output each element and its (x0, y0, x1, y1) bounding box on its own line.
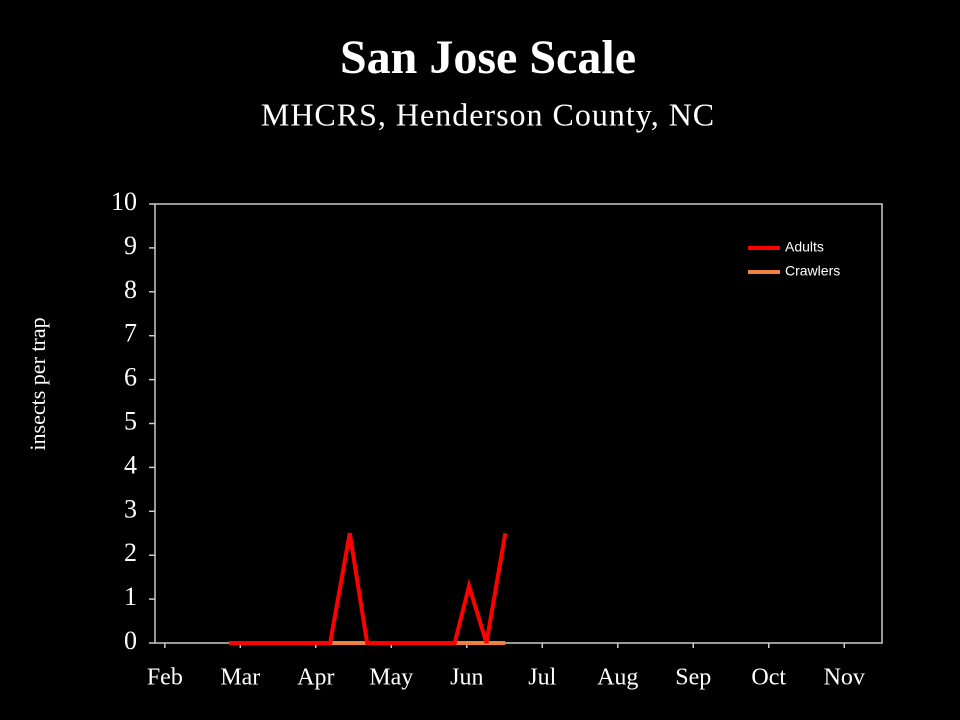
y-axis-label: insects per trap (25, 317, 50, 450)
data-line (228, 532, 508, 645)
x-tick-label: Nov (824, 665, 865, 691)
x-tick-label: Jun (450, 665, 483, 691)
y-tick-label: 4 (124, 450, 137, 479)
y-tick-label: 0 (124, 626, 137, 655)
x-tick-label: Aug (597, 665, 638, 691)
x-tick-label: Mar (220, 665, 260, 691)
y-tick-label: 3 (124, 494, 137, 523)
y-tick-label: 6 (124, 363, 137, 392)
chart-subtitle: MHCRS, Henderson County, NC (261, 96, 715, 132)
y-tick-label: 7 (124, 319, 137, 348)
legend-label: Crawlers (785, 263, 840, 279)
y-tick-label: 5 (124, 406, 137, 435)
y-tick-label: 8 (124, 275, 137, 304)
y-tick-label: 1 (124, 582, 137, 611)
x-tick-label: Apr (297, 665, 334, 691)
x-tick-label: Oct (751, 665, 786, 691)
x-tick-label: Feb (147, 665, 183, 691)
legend-label: Adults (785, 239, 824, 255)
x-tick-label: May (369, 665, 413, 691)
x-tick-label: Sep (675, 665, 711, 691)
chart-title: San Jose Scale (340, 31, 636, 84)
y-tick-label: 9 (124, 231, 137, 260)
y-tick-label: 10 (111, 187, 137, 216)
x-tick-label: Jul (528, 665, 556, 691)
y-tick-label: 2 (124, 538, 137, 567)
